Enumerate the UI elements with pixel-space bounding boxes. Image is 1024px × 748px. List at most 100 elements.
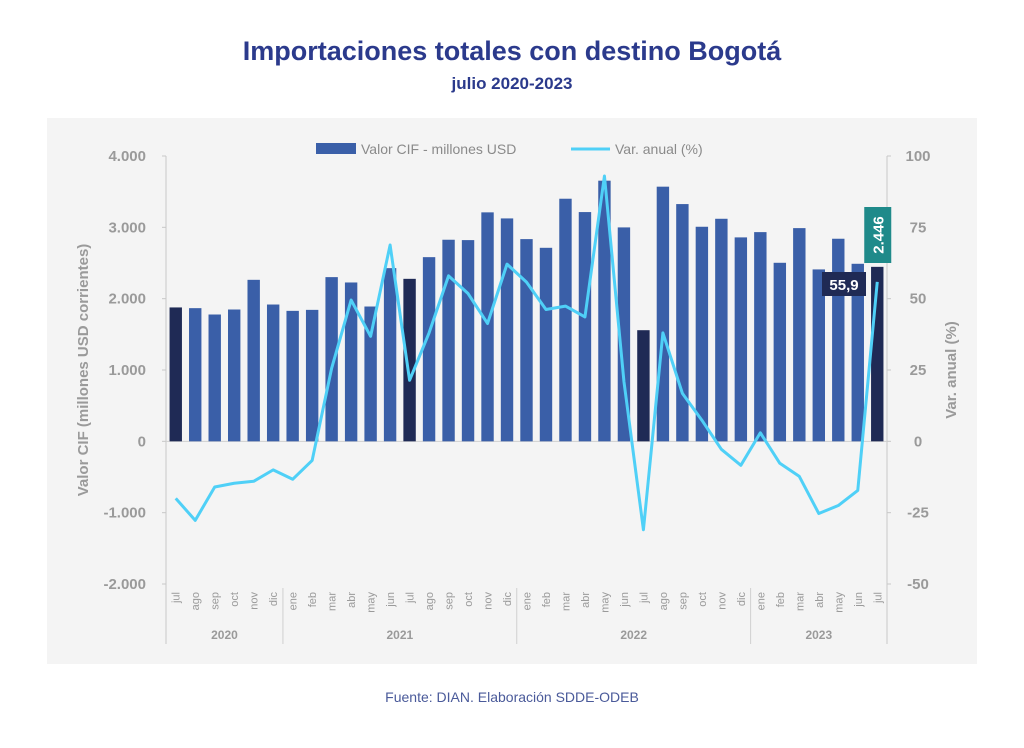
bar: [754, 232, 767, 442]
bar: [344, 282, 358, 442]
last-line-label: 55,9: [829, 277, 858, 294]
bar: [617, 227, 631, 442]
bar: [266, 304, 280, 442]
bar: [793, 228, 806, 442]
y-tick-label: 1.000: [108, 362, 146, 379]
month-label: nov: [716, 592, 728, 610]
bar: [364, 306, 377, 442]
y2-tick-label: 75: [910, 219, 927, 236]
bar: [247, 279, 260, 442]
y2-tick-label: -50: [907, 576, 929, 593]
bar: [578, 212, 592, 442]
month-label: mar: [794, 592, 806, 611]
bar: [461, 240, 475, 442]
y2-tick-label: -25: [907, 505, 929, 522]
month-label: abr: [814, 592, 826, 608]
month-label: sep: [210, 592, 222, 610]
bar: [481, 212, 494, 442]
bar: [228, 309, 241, 442]
month-label: may: [366, 592, 378, 613]
month-label: ago: [424, 592, 436, 610]
bar: [383, 268, 397, 442]
y2-axis-title: Var. anual (%): [943, 321, 960, 419]
month-label: oct: [463, 592, 475, 607]
y-tick-label: -1.000: [103, 505, 146, 522]
legend-bar-swatch: [316, 143, 356, 154]
month-label: ene: [755, 592, 767, 610]
legend-bar-label: Valor CIF - millones USD: [361, 141, 516, 157]
month-label: mar: [327, 592, 339, 611]
month-label: ago: [190, 592, 202, 610]
month-label: sep: [677, 592, 689, 610]
bar: [734, 237, 748, 442]
month-label: jun: [385, 592, 397, 608]
last-bar-label: 2.446: [870, 216, 887, 254]
bar: [598, 180, 611, 442]
bar: [832, 238, 845, 442]
month-label: may: [833, 592, 845, 613]
month-label: jul: [638, 592, 650, 604]
month-label: jul: [872, 592, 884, 604]
month-label: abr: [580, 592, 592, 608]
bar: [812, 269, 825, 442]
y-tick-label: 4.000: [108, 148, 146, 165]
month-label: ago: [658, 592, 670, 610]
year-label: 2023: [805, 628, 832, 642]
chart-subtitle: julio 2020-2023: [451, 74, 573, 93]
source-note: Fuente: DIAN. Elaboración SDDE-ODEB: [385, 689, 639, 705]
bar: [403, 278, 416, 442]
last-bar-label-box: [864, 207, 892, 263]
legend-line-label: Var. anual (%): [615, 141, 703, 157]
month-label: feb: [775, 592, 787, 607]
bar: [325, 277, 338, 442]
last-line-label-box: [822, 272, 866, 296]
bar: [637, 330, 650, 442]
month-label: dic: [502, 592, 514, 607]
month-label: feb: [541, 592, 553, 607]
month-label: nov: [249, 592, 261, 610]
month-label: feb: [307, 592, 319, 607]
year-label: 2021: [386, 628, 413, 642]
month-label: jul: [405, 592, 417, 604]
bar: [286, 310, 299, 442]
bar: [656, 186, 670, 442]
bar: [676, 204, 689, 442]
bar: [208, 314, 221, 442]
chart-title: Importaciones totales con destino Bogotá: [242, 36, 782, 66]
bar: [773, 262, 787, 442]
month-label: abr: [346, 592, 358, 608]
month-label: nov: [483, 592, 495, 610]
bar: [305, 309, 319, 442]
month-label: jun: [619, 592, 631, 608]
bar: [715, 218, 728, 442]
bar: [442, 239, 455, 442]
month-label: ene: [288, 592, 300, 610]
year-label: 2022: [620, 628, 647, 642]
month-label: mar: [560, 592, 572, 611]
month-label: oct: [697, 592, 709, 607]
year-label: 2020: [211, 628, 238, 642]
bar: [500, 218, 514, 442]
bar: [539, 247, 553, 442]
y2-tick-label: 50: [910, 291, 927, 308]
y-axis-title: Valor CIF (millones USD corrientes): [75, 244, 92, 497]
y2-tick-label: 100: [905, 148, 930, 165]
y-tick-label: 3.000: [108, 219, 146, 236]
y2-tick-label: 25: [910, 362, 927, 379]
month-label: jul: [171, 592, 183, 604]
bar: [189, 308, 202, 442]
y-tick-label: 2.000: [108, 291, 146, 308]
y2-tick-label: 0: [914, 433, 922, 450]
y-tick-label: 0: [138, 433, 146, 450]
month-label: ene: [522, 592, 534, 610]
bar: [422, 257, 436, 442]
bar: [169, 307, 182, 442]
bar: [695, 226, 709, 442]
bar: [559, 198, 572, 442]
month-label: dic: [268, 592, 280, 607]
bar: [520, 239, 533, 442]
month-label: oct: [229, 592, 241, 607]
month-label: dic: [736, 592, 748, 607]
y-tick-label: -2.000: [103, 576, 146, 593]
